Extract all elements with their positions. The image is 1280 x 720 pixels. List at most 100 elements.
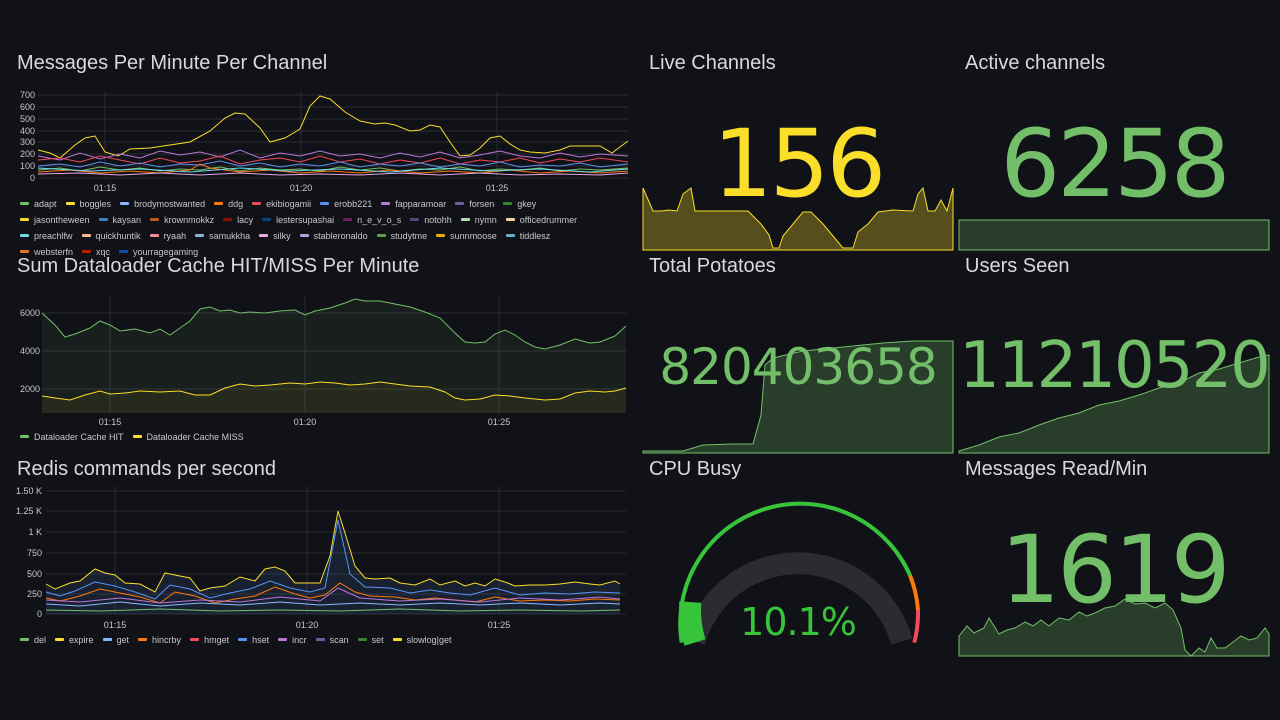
panel-title: Messages Read/Min xyxy=(965,458,1148,480)
legend-swatch xyxy=(252,202,262,206)
legend-item[interactable]: nymn xyxy=(460,212,497,228)
messages-chart[interactable]: 700 600 500 400 300 200 100 0 0 xyxy=(0,52,640,202)
legend-item[interactable]: incr xyxy=(278,632,307,648)
legend-label: scan xyxy=(329,635,349,645)
legend-swatch xyxy=(119,250,129,254)
legend-item[interactable]: xqc xyxy=(82,244,110,260)
legend-item[interactable]: lacy xyxy=(223,212,253,228)
series-line xyxy=(37,172,629,176)
legend-item[interactable]: quickhuntik xyxy=(81,228,141,244)
y-tick: 600 xyxy=(20,102,35,112)
legend-item[interactable]: hmget xyxy=(190,632,229,648)
legend-label: samukkha xyxy=(209,231,251,241)
legend-item[interactable]: erobb221 xyxy=(320,196,372,212)
legend-item[interactable]: hincrby xyxy=(138,632,181,648)
legend-item[interactable]: n_e_v_o_s xyxy=(343,212,401,228)
legend-item[interactable]: preachlfw xyxy=(20,228,73,244)
legend-swatch xyxy=(259,234,269,238)
legend-item[interactable]: samukkha xyxy=(195,228,250,244)
legend-item[interactable]: fapparamoar xyxy=(381,196,446,212)
live-channels-panel: Live Channels 156 xyxy=(642,52,954,251)
redis-chart[interactable]: 1.50 K 1.25 K 1 K 750 500 250 0 01:15 01… xyxy=(0,458,640,638)
series-line xyxy=(37,163,629,174)
y-axis: 700 600 500 400 300 200 100 0 xyxy=(20,90,35,183)
legend-label: slowlog|get xyxy=(406,635,452,645)
legend-label: sunnmoose xyxy=(450,231,497,241)
legend-swatch xyxy=(55,638,65,642)
x-tick: 01:20 xyxy=(290,183,313,193)
series-lines xyxy=(37,95,629,176)
legend-item[interactable]: notohh xyxy=(410,212,452,228)
legend-item[interactable]: slowlog|get xyxy=(392,632,452,648)
legend-swatch xyxy=(20,435,29,439)
legend-item[interactable]: get xyxy=(102,632,129,648)
legend-item[interactable]: silky xyxy=(259,228,291,244)
legend-item[interactable]: ryaah xyxy=(149,228,186,244)
series-line xyxy=(45,582,621,604)
legend-item[interactable]: jasontheween xyxy=(20,212,90,228)
legend-swatch xyxy=(20,218,29,222)
x-tick: 01:15 xyxy=(104,620,127,630)
hit-area xyxy=(42,299,626,413)
grid xyxy=(42,295,626,413)
legend-swatch xyxy=(455,202,465,206)
panel-title: Users Seen xyxy=(965,255,1070,277)
legend-item[interactable]: gkey xyxy=(503,196,536,212)
total-potatoes-sparkline xyxy=(642,340,954,454)
legend-swatch xyxy=(82,250,92,254)
gauge-track xyxy=(683,552,913,645)
legend-item[interactable]: officedrummer xyxy=(505,212,577,228)
legend-item[interactable]: krownmokkz xyxy=(150,212,214,228)
legend-swatch xyxy=(195,234,205,238)
legend-item[interactable]: websterfn xyxy=(20,244,73,260)
legend-item[interactable]: studytme xyxy=(376,228,428,244)
legend-item[interactable]: forsen xyxy=(455,196,494,212)
legend-item[interactable]: hset xyxy=(238,632,269,648)
legend-label: lacy xyxy=(237,215,254,225)
dataloader-chart[interactable]: 6000 4000 2000 01:15 01:20 01:25 xyxy=(0,255,640,435)
series-line xyxy=(45,510,621,593)
legend-label: ddg xyxy=(228,199,244,209)
legend-swatch xyxy=(505,234,515,238)
legend-item[interactable]: kaysan xyxy=(98,212,141,228)
legend-item[interactable]: Dataloader Cache MISS xyxy=(132,429,244,445)
legend-item[interactable]: tiddlesz xyxy=(505,228,550,244)
panel-title: Total Potatoes xyxy=(649,255,776,277)
legend-label: expire xyxy=(69,635,94,645)
legend-item[interactable]: scan xyxy=(315,632,349,648)
live-channels-sparkline xyxy=(642,186,954,251)
legend-swatch xyxy=(460,218,470,222)
x-tick: 01:25 xyxy=(488,620,511,630)
legend-swatch xyxy=(20,250,29,254)
legend-item[interactable]: ddg xyxy=(214,196,243,212)
y-tick: 4000 xyxy=(20,346,40,356)
x-axis: 01:15 01:20 01:25 xyxy=(104,620,511,630)
y-tick: 1 K xyxy=(28,527,42,537)
legend-swatch xyxy=(505,218,515,222)
legend-swatch xyxy=(436,234,446,238)
legend-label: studytme xyxy=(390,231,428,241)
legend-item[interactable]: brodymostwanted xyxy=(120,196,205,212)
live-channels-value: 156 xyxy=(712,110,886,219)
legend-item[interactable]: ekibiogamii xyxy=(252,196,311,212)
legend-item[interactable]: boggles xyxy=(65,196,111,212)
legend-item[interactable]: del xyxy=(20,632,46,648)
series-line xyxy=(37,155,629,165)
legend-label: brodymostwanted xyxy=(134,199,206,209)
legend-item[interactable]: adapt xyxy=(20,196,57,212)
legend-label: gkey xyxy=(517,199,537,209)
total-area xyxy=(46,511,620,614)
legend-swatch xyxy=(214,202,224,206)
legend-item[interactable]: sunnmoose xyxy=(436,228,497,244)
legend-item[interactable]: expire xyxy=(55,632,94,648)
legend-label: quickhuntik xyxy=(95,231,141,241)
legend-item[interactable]: set xyxy=(357,632,384,648)
legend-swatch xyxy=(102,638,112,642)
legend-swatch xyxy=(132,435,142,439)
legend-item[interactable]: lestersupashai xyxy=(262,212,334,228)
legend-item[interactable]: stableronaldo xyxy=(299,228,368,244)
messages-read-value: 1619 xyxy=(1000,516,1230,625)
legend-item[interactable]: yourragegaming xyxy=(119,244,198,260)
legend-label: fapparamoar xyxy=(395,199,447,209)
legend-item[interactable]: Dataloader Cache HIT xyxy=(20,429,124,445)
